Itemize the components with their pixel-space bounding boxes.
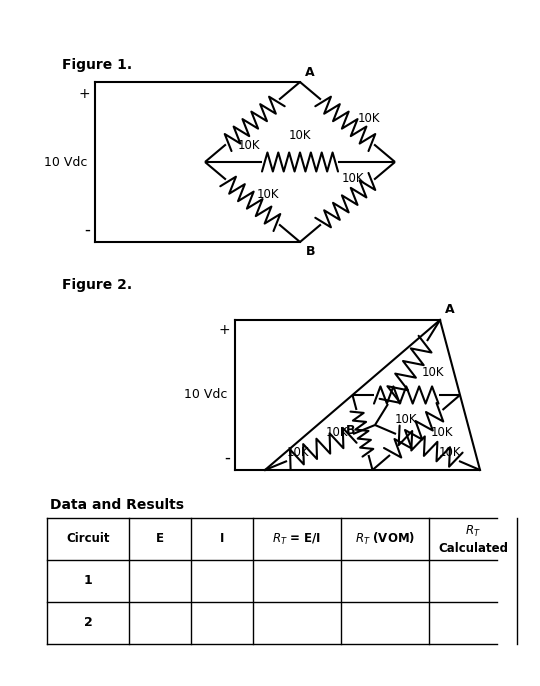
Text: $R_T$
Calculated: $R_T$ Calculated — [438, 523, 508, 554]
Text: 10K: 10K — [438, 446, 461, 459]
Text: B: B — [346, 423, 355, 436]
Text: 2: 2 — [84, 617, 92, 630]
Text: Figure 1.: Figure 1. — [62, 58, 132, 72]
Text: 10K: 10K — [431, 426, 454, 439]
Text: -: - — [224, 449, 230, 467]
Text: A: A — [445, 303, 455, 316]
Text: Circuit: Circuit — [66, 532, 110, 545]
Text: 10K: 10K — [422, 366, 444, 379]
Text: $R_T$ (VOM): $R_T$ (VOM) — [355, 531, 415, 547]
Text: +: + — [78, 87, 90, 101]
Text: 10K: 10K — [395, 413, 417, 426]
Text: 10K: 10K — [238, 139, 261, 152]
Text: 10K: 10K — [325, 426, 348, 439]
Text: Data and Results: Data and Results — [50, 498, 184, 512]
Text: 10K: 10K — [358, 112, 381, 125]
Text: A: A — [305, 66, 315, 79]
Text: B: B — [306, 245, 315, 258]
Text: I: I — [220, 532, 224, 545]
Text: 10K: 10K — [289, 129, 311, 142]
Text: E: E — [156, 532, 164, 545]
Text: 10K: 10K — [341, 172, 364, 185]
Text: 10 Vdc: 10 Vdc — [44, 156, 87, 169]
Text: 10K: 10K — [257, 188, 280, 201]
Text: $R_T$ = E/I: $R_T$ = E/I — [272, 532, 322, 547]
Text: 10 Vdc: 10 Vdc — [184, 388, 227, 401]
Text: Figure 2.: Figure 2. — [62, 278, 132, 292]
Text: 1: 1 — [84, 574, 92, 587]
Text: -: - — [84, 221, 90, 239]
Text: 10K: 10K — [287, 446, 309, 459]
Text: +: + — [218, 323, 230, 337]
